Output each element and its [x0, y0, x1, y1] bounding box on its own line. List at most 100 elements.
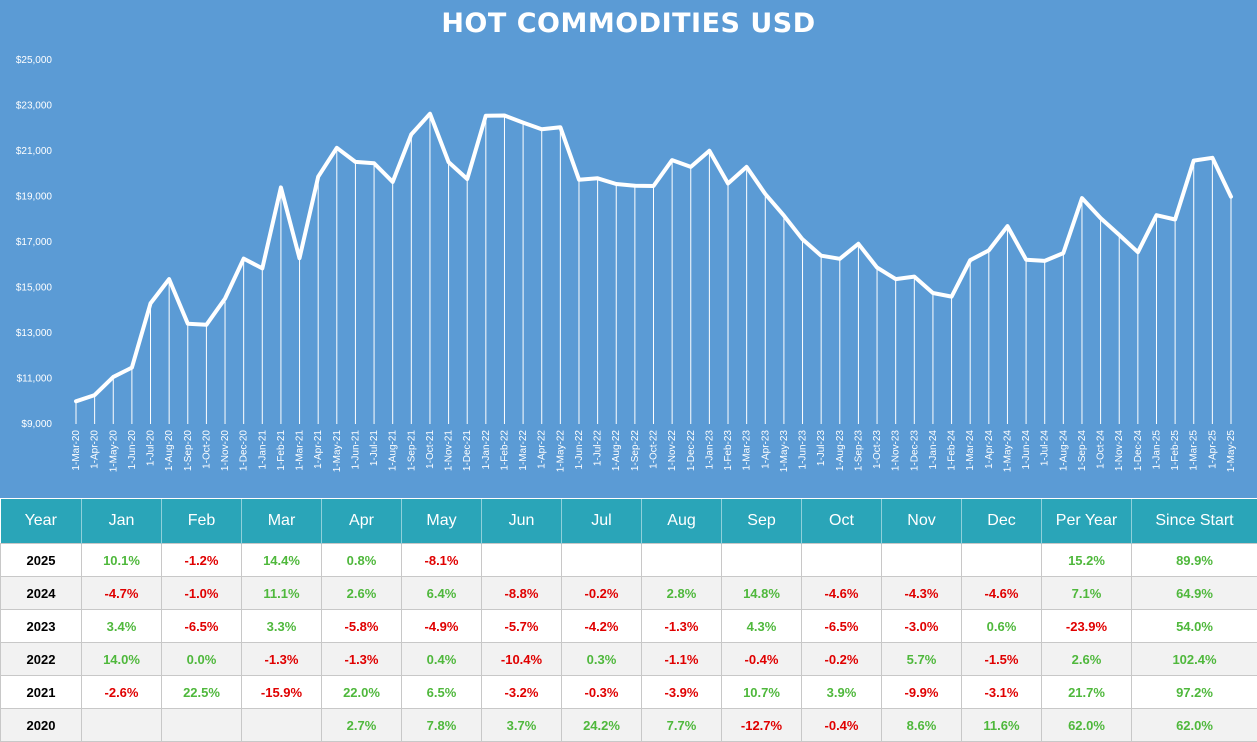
- x-tick-label: 1-Jan-23: [704, 430, 715, 470]
- return-cell: -2.6%: [82, 676, 162, 709]
- return-cell: -6.5%: [162, 610, 242, 643]
- data-point: [969, 259, 972, 262]
- data-point: [373, 162, 376, 165]
- x-tick-label: 1-Feb-23: [723, 430, 734, 471]
- return-cell: 3.7%: [482, 709, 562, 742]
- return-cell: 3.4%: [82, 610, 162, 643]
- return-cell: 5.7%: [882, 643, 962, 676]
- return-cell: 8.6%: [882, 709, 962, 742]
- x-tick-label: 1-Apr-24: [984, 430, 995, 469]
- data-point: [596, 177, 599, 180]
- data-point: [410, 133, 413, 136]
- data-point: [1025, 258, 1028, 261]
- return-cell: -9.9%: [882, 676, 962, 709]
- data-point: [149, 302, 152, 305]
- x-tick-label: 1-May-20: [108, 430, 119, 473]
- x-tick-label: 1-Sep-21: [406, 430, 417, 472]
- x-tick-label: 1-Aug-21: [388, 430, 399, 472]
- return-cell: -0.2%: [802, 643, 882, 676]
- column-header: Jun: [482, 499, 562, 544]
- return-cell: -3.2%: [482, 676, 562, 709]
- return-cell: 2.7%: [322, 709, 402, 742]
- x-tick-label: 1-Feb-24: [947, 430, 958, 471]
- data-point: [261, 267, 264, 270]
- return-cell: [482, 544, 562, 577]
- year-cell: 2020: [1, 709, 82, 742]
- x-tick-label: 1-May-22: [555, 430, 566, 473]
- x-tick-label: 1-Jan-25: [1151, 430, 1162, 470]
- data-point: [652, 185, 655, 188]
- x-tick-label: 1-Mar-24: [965, 430, 976, 471]
- return-cell: -4.7%: [82, 577, 162, 610]
- return-cell: [242, 709, 322, 742]
- return-cell: -3.0%: [882, 610, 962, 643]
- x-tick-label: 1-Apr-22: [537, 430, 548, 469]
- return-cell: 6.4%: [402, 577, 482, 610]
- return-cell: 0.6%: [962, 610, 1042, 643]
- return-cell: 97.2%: [1132, 676, 1257, 709]
- data-point: [1136, 251, 1139, 254]
- data-point: [838, 257, 841, 260]
- return-cell: 14.8%: [722, 577, 802, 610]
- column-header: Per Year: [1042, 499, 1132, 544]
- x-tick-label: 1-Mar-22: [518, 430, 529, 471]
- data-point: [503, 114, 506, 117]
- data-point: [987, 249, 990, 252]
- x-tick-label: 1-Feb-22: [499, 430, 510, 471]
- data-point: [1192, 159, 1195, 162]
- data-point: [317, 175, 320, 178]
- return-cell: 62.0%: [1132, 709, 1257, 742]
- x-tick-label: 1-Jan-22: [481, 430, 492, 470]
- return-cell: -8.1%: [402, 544, 482, 577]
- x-tick-label: 1-Jun-21: [350, 430, 361, 470]
- x-tick-label: 1-Apr-23: [760, 430, 771, 469]
- year-cell: 2021: [1, 676, 82, 709]
- return-cell: [802, 544, 882, 577]
- column-header: Year: [1, 499, 82, 544]
- x-tick-label: 1-Sep-22: [630, 430, 641, 472]
- data-point: [447, 161, 450, 164]
- x-tick-label: 1-Aug-20: [164, 430, 175, 472]
- data-point: [708, 149, 711, 152]
- return-cell: -4.2%: [562, 610, 642, 643]
- return-cell: -1.0%: [162, 577, 242, 610]
- return-cell: 10.1%: [82, 544, 162, 577]
- return-cell: [642, 544, 722, 577]
- return-cell: 6.5%: [402, 676, 482, 709]
- return-cell: -5.7%: [482, 610, 562, 643]
- return-cell: [722, 544, 802, 577]
- data-point: [112, 375, 115, 378]
- x-tick-label: 1-Jun-24: [1021, 430, 1032, 470]
- return-cell: [82, 709, 162, 742]
- data-point: [1230, 195, 1233, 198]
- data-point: [1174, 218, 1177, 221]
- column-header: Apr: [322, 499, 402, 544]
- column-header: Mar: [242, 499, 322, 544]
- x-tick-label: 1-Oct-24: [1096, 430, 1107, 469]
- data-point: [559, 126, 562, 129]
- data-point: [671, 159, 674, 162]
- table-row: 2024-4.7%-1.0%11.1%2.6%6.4%-8.8%-0.2%2.8…: [1, 577, 1257, 610]
- data-point: [931, 291, 934, 294]
- y-tick-label: $23,000: [16, 101, 53, 112]
- x-tick-label: 1-Jul-24: [1040, 430, 1051, 467]
- return-cell: 0.8%: [322, 544, 402, 577]
- x-tick-label: 1-Feb-21: [276, 430, 287, 471]
- data-point: [894, 278, 897, 281]
- return-cell: -23.9%: [1042, 610, 1132, 643]
- return-cell: -1.3%: [242, 643, 322, 676]
- data-point: [279, 186, 282, 189]
- data-point: [1155, 214, 1158, 217]
- column-header: Jan: [82, 499, 162, 544]
- column-header: May: [402, 499, 482, 544]
- y-tick-label: $15,000: [16, 283, 53, 294]
- x-tick-label: 1-Dec-20: [239, 430, 250, 472]
- data-point: [391, 180, 394, 183]
- x-tick-label: 1-Mar-23: [742, 430, 753, 471]
